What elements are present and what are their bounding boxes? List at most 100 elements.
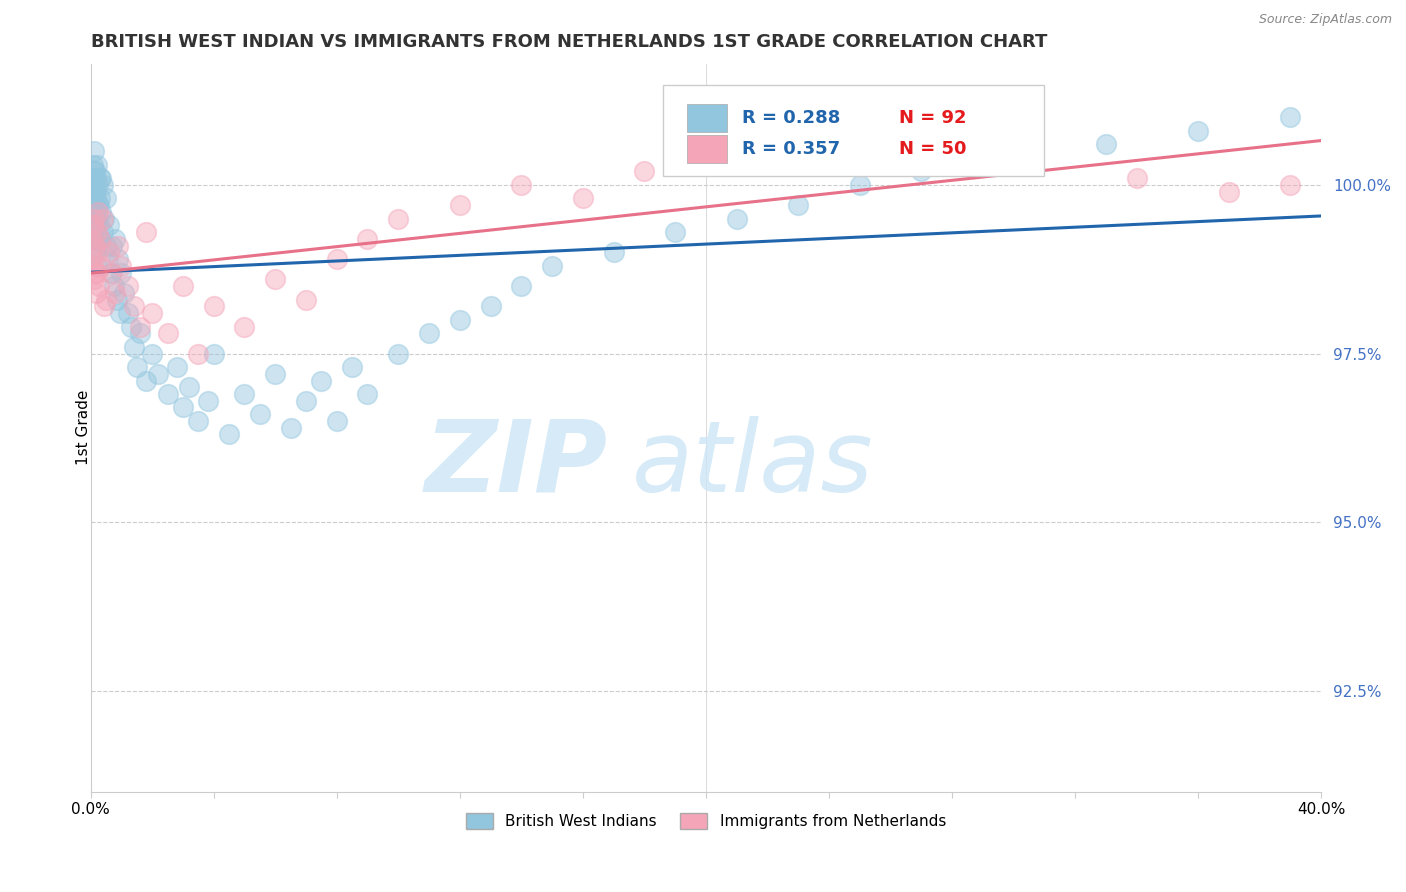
Point [602, 245, 624, 260]
Point [202, 299, 225, 313]
Point [89, 171, 111, 186]
Point [89, 232, 111, 246]
Point [86, 211, 108, 226]
Point [83, 144, 105, 158]
Point [83, 211, 105, 226]
Point [94, 191, 117, 205]
Point [93, 299, 115, 313]
Point [356, 232, 378, 246]
Point [107, 238, 129, 252]
Point [166, 359, 188, 374]
Point [135, 374, 157, 388]
Point [1002, 158, 1025, 172]
Point [1095, 137, 1118, 152]
Point [156, 387, 179, 401]
Point [96, 252, 118, 266]
Point [1279, 178, 1302, 192]
Point [89, 279, 111, 293]
Point [725, 151, 748, 165]
Point [202, 346, 225, 360]
Text: R = 0.357: R = 0.357 [741, 140, 839, 158]
Point [172, 279, 194, 293]
Point [418, 326, 440, 341]
Point [100, 266, 122, 280]
Legend: British West Indians, Immigrants from Netherlands: British West Indians, Immigrants from Ne… [460, 807, 952, 835]
Point [910, 144, 932, 158]
Point [218, 427, 240, 442]
Point [83, 245, 105, 260]
Point [325, 252, 347, 266]
Point [89, 198, 111, 212]
Point [98, 219, 121, 233]
Point [82, 191, 104, 205]
Point [103, 279, 125, 293]
Point [94, 238, 117, 252]
Point [83, 219, 105, 233]
Point [104, 232, 127, 246]
Point [84, 185, 107, 199]
Point [264, 272, 287, 286]
Point [91, 225, 114, 239]
Point [86, 225, 108, 239]
Point [83, 164, 105, 178]
Point [128, 319, 150, 334]
FancyBboxPatch shape [688, 136, 727, 163]
Point [340, 359, 363, 374]
Point [86, 259, 108, 273]
Point [479, 299, 502, 313]
Point [87, 245, 110, 260]
Point [91, 211, 114, 226]
Point [87, 219, 110, 233]
Point [1125, 171, 1147, 186]
FancyBboxPatch shape [688, 104, 727, 132]
Point [90, 171, 112, 186]
Point [83, 272, 105, 286]
Point [82, 259, 104, 273]
Point [249, 407, 271, 421]
Point [82, 252, 104, 266]
Point [449, 313, 471, 327]
Point [82, 185, 104, 199]
Point [122, 340, 145, 354]
Point [233, 387, 256, 401]
Point [117, 306, 139, 320]
Point [83, 178, 105, 192]
Point [510, 178, 533, 192]
Point [110, 266, 132, 280]
Point [295, 293, 318, 307]
Point [82, 211, 104, 226]
Point [135, 225, 157, 239]
Point [105, 293, 128, 307]
Point [101, 238, 124, 252]
Point [177, 380, 200, 394]
Point [87, 205, 110, 219]
Point [86, 266, 108, 280]
Point [187, 346, 209, 360]
Point [295, 393, 318, 408]
Text: BRITISH WEST INDIAN VS IMMIGRANTS FROM NETHERLANDS 1ST GRADE CORRELATION CHART: BRITISH WEST INDIAN VS IMMIGRANTS FROM N… [90, 33, 1047, 51]
Point [87, 198, 110, 212]
Point [120, 319, 142, 334]
Point [90, 259, 112, 273]
Point [84, 191, 107, 205]
Point [110, 259, 132, 273]
Point [108, 306, 131, 320]
Point [83, 232, 105, 246]
Point [311, 374, 333, 388]
Text: R = 0.288: R = 0.288 [741, 110, 839, 128]
Point [1279, 111, 1302, 125]
Point [1187, 124, 1209, 138]
Point [264, 367, 287, 381]
Point [325, 414, 347, 428]
Point [93, 211, 115, 226]
Point [84, 205, 107, 219]
Text: atlas: atlas [633, 416, 873, 513]
Text: N = 92: N = 92 [898, 110, 966, 128]
Point [1218, 185, 1240, 199]
Point [107, 252, 129, 266]
Point [84, 211, 107, 226]
Point [84, 238, 107, 252]
Point [233, 319, 256, 334]
Point [128, 326, 150, 341]
Point [114, 285, 136, 300]
